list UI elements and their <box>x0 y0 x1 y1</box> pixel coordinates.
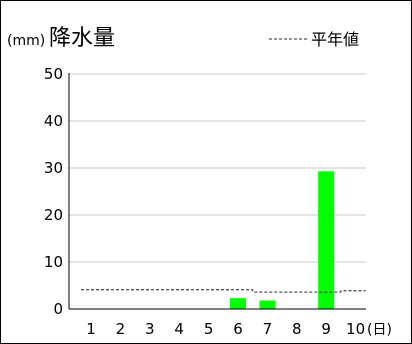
x-tick-label: 4 <box>174 320 184 338</box>
unit-label: (mm) <box>7 33 45 49</box>
normal-line <box>81 289 366 293</box>
x-tick-label: 8 <box>292 320 302 338</box>
legend-normal-label: 平年値 <box>311 30 359 49</box>
y-tick-label: 20 <box>44 206 63 224</box>
y-tick-label: 0 <box>53 300 63 318</box>
normal-line-path <box>81 289 366 293</box>
bar-day-6 <box>230 298 246 309</box>
bar-day-9 <box>318 171 335 309</box>
y-tick-label: 10 <box>44 253 63 271</box>
x-tick-label: 2 <box>116 320 126 338</box>
x-axis-ticks: 1 2 3 4 5 6 7 8 9 10 <box>86 320 365 338</box>
x-tick-label: 3 <box>145 320 155 338</box>
grid <box>69 73 366 263</box>
y-tick-label: 40 <box>44 112 63 130</box>
bar-day-7 <box>259 300 276 309</box>
y-axis-ticks: 0 10 20 30 40 50 <box>44 65 63 318</box>
bars <box>230 171 335 309</box>
x-tick-label: 5 <box>204 320 214 338</box>
legend: 平年値 <box>269 30 359 49</box>
x-tick-label: 1 <box>86 320 96 338</box>
chart-title: 降水量 <box>49 26 115 51</box>
axes <box>68 73 366 310</box>
x-axis-unit: (日) <box>367 322 392 338</box>
x-tick-label: 7 <box>263 320 273 338</box>
y-tick-label: 50 <box>44 65 63 83</box>
x-tick-label: 10 <box>346 320 365 338</box>
x-tick-label: 6 <box>233 320 243 338</box>
y-tick-label: 30 <box>44 159 63 177</box>
x-tick-label: 9 <box>321 320 331 338</box>
